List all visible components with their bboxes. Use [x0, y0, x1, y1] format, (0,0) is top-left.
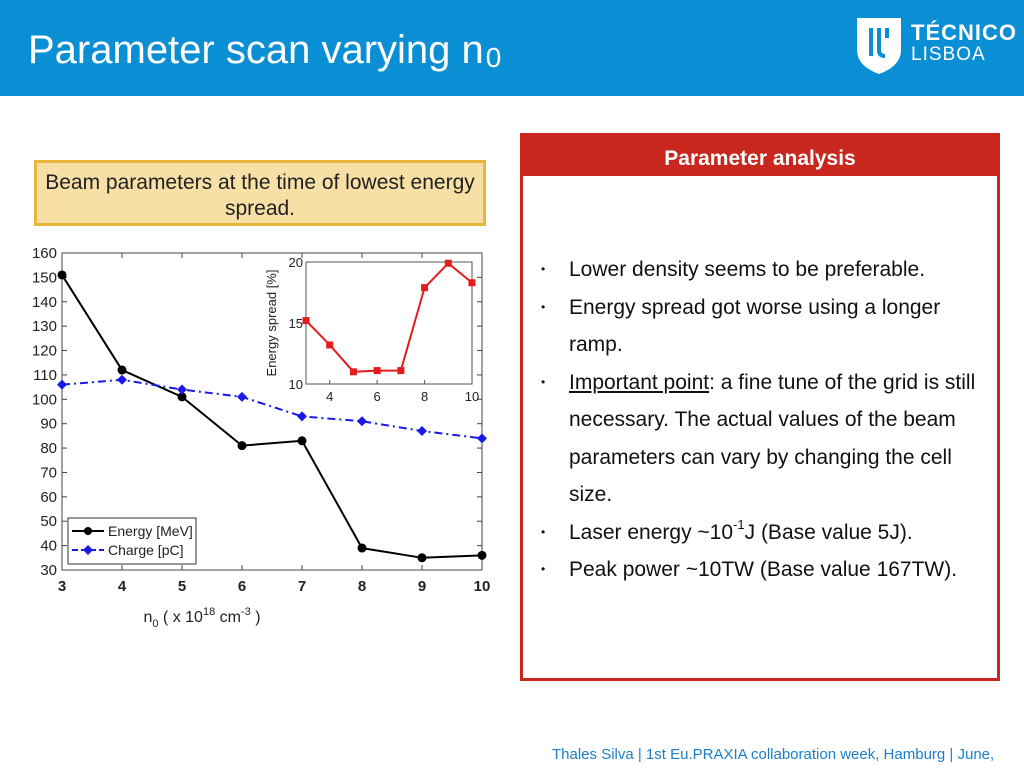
- y-tick-label: 110: [33, 367, 57, 384]
- y-tick-label: 100: [32, 391, 57, 408]
- y-tick-label: 50: [40, 513, 57, 530]
- x-tick-label: 10: [474, 578, 491, 595]
- y-tick-label: 30: [40, 562, 57, 579]
- y-tick-label: 40: [40, 538, 57, 555]
- bullet-icon: •: [541, 524, 546, 539]
- list-item: • Peak power ~10TW (Base value 167TW).: [541, 551, 991, 589]
- x-tick-label: 5: [178, 578, 186, 595]
- charge-point: [357, 416, 367, 427]
- bullet-text: J (Base value 5J).: [744, 520, 913, 544]
- bullet-text: : a fine tune of the grid is still neces…: [569, 370, 976, 507]
- energy-spread-point: [302, 317, 310, 325]
- charge-point: [477, 433, 487, 444]
- energy-point: [417, 553, 427, 563]
- inset-y-tick-label: 15: [289, 316, 303, 331]
- energy-spread-point: [373, 367, 381, 375]
- title-bar: Parameter scan varying n0 TÉCNICO LISBOA: [0, 0, 1024, 96]
- y-tick-label: 130: [32, 318, 57, 335]
- energy-spread-point: [349, 368, 357, 376]
- energy-point: [297, 436, 307, 446]
- y-tick-label: 150: [32, 269, 57, 286]
- energy-point: [57, 270, 67, 280]
- list-item: • Laser energy ~10-1J (Base value 5J).: [541, 514, 991, 552]
- list-item: • Important point: a fine tune of the gri…: [541, 364, 991, 514]
- charge-point: [177, 384, 187, 395]
- energy-spread-point: [421, 284, 429, 292]
- panel-title: Parameter analysis: [523, 136, 997, 176]
- parameter-analysis-panel: Parameter analysis • Lower density seems …: [520, 133, 1000, 681]
- energy-point: [237, 441, 247, 451]
- y-tick-label: 80: [40, 440, 57, 457]
- logo-line-1: TÉCNICO: [911, 20, 1017, 45]
- x-tick-label: 8: [358, 578, 366, 595]
- charge-point: [57, 379, 67, 390]
- important-point-label: Important point: [569, 370, 710, 394]
- energy-point: [177, 392, 187, 402]
- bullet-text: Lower density seems to be preferable.: [569, 258, 926, 281]
- tecnico-logo: TÉCNICO LISBOA: [853, 16, 1016, 78]
- series-line: [61, 274, 483, 559]
- inset-x-tick-label: 8: [421, 389, 428, 404]
- energy-spread-point: [444, 259, 452, 267]
- x-tick-label: 9: [418, 578, 426, 595]
- series-line: [61, 378, 483, 440]
- energy-point: [117, 365, 127, 375]
- y-tick-label: 140: [32, 294, 57, 311]
- energy-point: [357, 543, 367, 553]
- x-tick-label: 7: [298, 578, 306, 595]
- inset-y-axis-label: Energy spread [%]: [264, 270, 279, 377]
- y-tick-label: 120: [32, 343, 57, 360]
- page-title-subscript: 0: [485, 42, 502, 73]
- y-tick-label: 70: [40, 464, 57, 481]
- chart-caption: Beam parameters at the time of lowest en…: [34, 160, 486, 226]
- legend-label: Energy [MeV]: [108, 523, 193, 539]
- x-tick-label: 4: [118, 578, 127, 595]
- y-tick-label: 60: [40, 489, 57, 506]
- x-tick-label: 6: [238, 578, 246, 595]
- legend-box: [67, 517, 197, 565]
- exponent: -1: [733, 516, 745, 532]
- charge-point: [297, 411, 307, 422]
- y-tick-label: 90: [40, 416, 57, 433]
- energy-spread-point: [397, 367, 405, 375]
- bullet-icon: •: [541, 262, 546, 276]
- legend-marker: [84, 527, 92, 535]
- charge-point: [117, 374, 127, 385]
- energy-spread-point: [468, 279, 476, 287]
- page-title-main: Parameter scan varying n: [28, 28, 484, 72]
- inset-x-tick-label: 10: [465, 389, 479, 404]
- x-axis-label: n0 ( x 1018 cm-3 ): [143, 606, 260, 630]
- shield-icon: [857, 18, 901, 74]
- logo-line-2: LISBOA: [911, 44, 986, 65]
- inset-y-tick-label: 10: [289, 377, 303, 392]
- charge-point: [237, 391, 247, 402]
- energy-charge-chart: 30 40 50 60 70 80 90 100 110 120 130 140 150 160 3 4 5 6 7…: [32, 245, 491, 630]
- list-item: • Lower density seems to be preferable.: [541, 251, 991, 289]
- analysis-list: • Lower density seems to be preferable. •…: [541, 251, 991, 589]
- legend-label: Charge [pC]: [108, 542, 183, 558]
- bullet-icon: •: [541, 374, 546, 389]
- bullet-icon: •: [541, 562, 546, 576]
- inset-x-tick-label: 6: [374, 389, 381, 404]
- bullet-text: Energy spread got worse using a longer r…: [569, 295, 941, 357]
- y-tick-label: 160: [32, 245, 57, 262]
- bullet-text: Laser energy ~10: [569, 520, 734, 544]
- legend-marker: [83, 545, 93, 555]
- inset-x-tick-label: 4: [326, 389, 333, 404]
- x-tick-label: 3: [58, 578, 66, 595]
- list-item: • Energy spread got worse using a longer …: [541, 289, 991, 364]
- energy-spread-line: [305, 261, 473, 373]
- page-title: Parameter scan varying n0: [28, 26, 501, 78]
- inset-plot-area: [305, 261, 473, 385]
- energy-point: [477, 550, 487, 560]
- energy-spread-point: [326, 341, 334, 349]
- bullet-text: Peak power ~10TW (Base value 167TW).: [569, 558, 958, 581]
- charge-point: [417, 426, 427, 437]
- inset-y-tick-label: 20: [289, 255, 303, 270]
- bullet-icon: •: [541, 299, 546, 314]
- footer-credit: Thales Silva | 1st Eu.PRAXIA collaborati…: [552, 746, 995, 763]
